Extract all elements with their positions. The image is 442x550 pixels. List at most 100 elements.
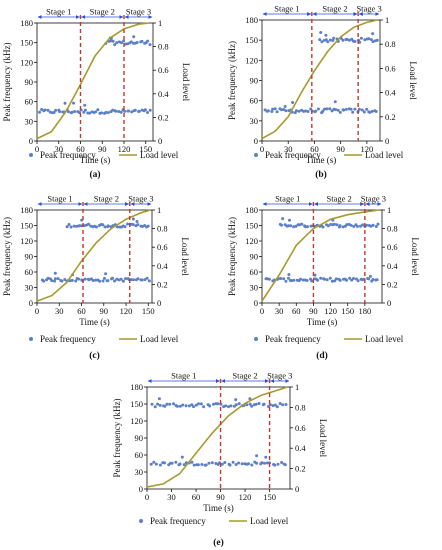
peak-frequency-point — [286, 224, 290, 228]
y-tick-label: 90 — [25, 77, 34, 87]
peak-frequency-point — [284, 403, 288, 406]
peak-frequency-point — [83, 108, 87, 112]
load-level-line — [36, 209, 151, 302]
peak-frequency-point — [152, 460, 156, 464]
x-tick-label: 0 — [35, 144, 39, 154]
y-axis-label: Peak frequency (kHz) — [227, 217, 237, 296]
plot-frame — [146, 386, 291, 490]
peak-frequency-point — [319, 31, 323, 34]
x-axis-label: Time (s) — [80, 155, 110, 165]
y-tick-label: 30 — [25, 116, 34, 126]
peak-frequency-point — [290, 279, 293, 283]
peak-frequency-point — [153, 405, 157, 409]
peak-frequency-point — [106, 224, 110, 228]
peak-frequency-point — [146, 39, 150, 43]
peak-frequency-point — [281, 403, 285, 407]
peak-frequency-point — [94, 278, 98, 282]
peak-frequency-point — [122, 39, 126, 43]
x-tick-label: 120 — [324, 306, 337, 316]
y2-tick-label: 1 — [385, 15, 389, 25]
peak-frequency-point — [355, 224, 359, 228]
peak-frequency-point — [280, 461, 284, 464]
peak-frequency-point — [273, 463, 277, 467]
y2-tick-label: 0.2 — [387, 279, 398, 289]
peak-frequency-point — [351, 110, 355, 114]
peak-frequency-point — [352, 277, 355, 280]
legend-scatter-label: Peak frequency — [40, 334, 96, 344]
y2-axis-label: Load level — [408, 61, 418, 100]
peak-frequency-point — [262, 402, 266, 406]
peak-frequency-point — [240, 462, 244, 466]
peak-frequency-point — [111, 276, 115, 280]
peak-frequency-point — [347, 38, 351, 42]
peak-frequency-point — [279, 277, 283, 280]
y-axis-label: Peak frequency (kHz) — [112, 399, 122, 478]
peak-frequency-point — [291, 101, 295, 104]
y2-tick-label: 0.4 — [158, 89, 169, 99]
peak-frequency-point — [265, 461, 269, 465]
peak-frequency-point — [168, 402, 172, 406]
peak-frequency-point — [275, 405, 279, 409]
stage-label: Stage 1 — [275, 194, 300, 204]
stage-label: Stage 1 — [46, 7, 71, 17]
peak-frequency-point — [237, 402, 241, 406]
peak-frequency-point — [318, 38, 322, 42]
peak-frequency-point — [328, 107, 332, 111]
peak-frequency-point — [123, 109, 127, 113]
peak-frequency-point — [83, 103, 87, 107]
panel-d: Stage 1 Stage 2 Stage 3 0 30 60 90 120 150 180 0 30… — [227, 194, 420, 362]
x-tick-label: 30 — [284, 144, 293, 154]
y2-axis-label: Load level — [181, 63, 191, 102]
y2-tick-label: 0.2 — [158, 112, 169, 122]
peak-frequency-point — [175, 404, 179, 408]
peak-frequency-point — [284, 279, 288, 283]
peak-frequency-point — [145, 276, 149, 280]
stage-label: Stage 2 — [90, 7, 115, 17]
peak-frequency-point — [300, 222, 304, 226]
y2-tick-label: 0 — [385, 136, 389, 146]
y-tick-label: 90 — [250, 252, 259, 262]
y2-tick-label: 0.2 — [157, 279, 168, 289]
peak-frequency-point — [359, 36, 363, 40]
y-tick-label: 180 — [130, 382, 143, 392]
peak-frequency-point — [150, 402, 154, 406]
y-tick-label: 90 — [25, 252, 34, 262]
peak-frequency-point — [38, 110, 41, 114]
peak-frequency-point — [98, 279, 102, 283]
peak-frequency-point — [358, 224, 362, 228]
y-tick-label: 60 — [250, 267, 259, 277]
peak-frequency-point — [348, 276, 352, 280]
peak-frequency-point — [119, 277, 123, 281]
peak-frequency-point — [330, 279, 334, 283]
y2-tick-label: 0 — [295, 484, 299, 494]
y-tick-label: 30 — [25, 283, 34, 293]
peak-frequency-point — [77, 277, 81, 281]
peak-frequency-point — [257, 402, 261, 405]
peak-frequency-point — [342, 108, 346, 112]
peak-frequency-point — [334, 277, 338, 281]
x-tick-label: 60 — [192, 492, 201, 502]
peak-frequency-point — [103, 276, 106, 280]
peak-frequency-point — [345, 278, 348, 282]
panel-label: (a) — [89, 169, 100, 180]
peak-frequency-point — [131, 223, 135, 227]
legend-line-label: Load level — [250, 516, 289, 526]
peak-frequency-point — [360, 108, 364, 112]
y2-tick-label: 0.8 — [387, 224, 398, 234]
peak-frequency-point — [130, 110, 134, 114]
x-tick-label: 90 — [216, 492, 225, 502]
stage-label: Stage 3 — [361, 194, 386, 204]
peak-frequency-point — [254, 402, 258, 406]
load-level-line — [261, 209, 380, 302]
peak-frequency-point — [174, 460, 178, 464]
peak-frequency-point — [124, 277, 127, 281]
peak-frequency-point — [288, 218, 291, 222]
peak-frequency-point — [260, 461, 264, 465]
x-tick-label: 60 — [77, 306, 86, 316]
x-tick-label: 150 — [142, 306, 155, 316]
peak-frequency-point — [294, 224, 298, 228]
peak-frequency-point — [280, 223, 283, 227]
peak-frequency-point — [94, 110, 98, 114]
peak-frequency-point — [46, 108, 50, 112]
y-tick-label: 120 — [245, 55, 258, 65]
